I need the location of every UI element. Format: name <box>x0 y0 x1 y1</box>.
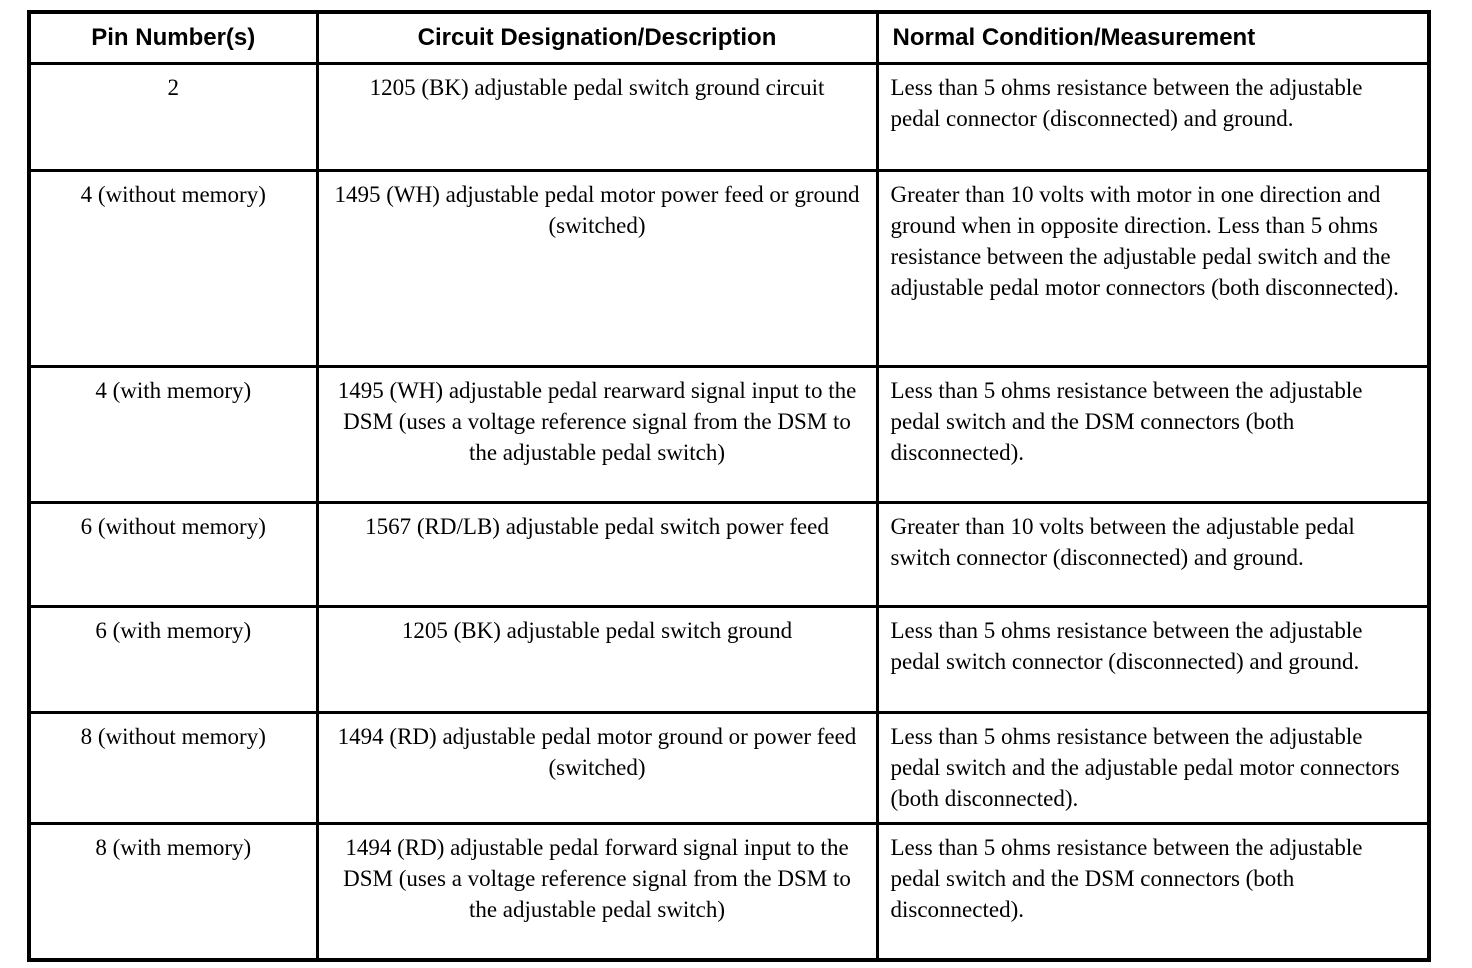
normal-condition-cell: Greater than 10 volts between the adjust… <box>875 501 1431 608</box>
column-header-normal-condition: Normal Condition/Measurement <box>875 10 1431 65</box>
circuit-description-cell: 1205 (BK) adjustable pedal switch ground… <box>315 62 879 172</box>
circuit-description-cell: 1494 (RD) adjustable pedal forward signa… <box>315 822 879 961</box>
table-row: 8 (with memory) 1494 (RD) adjustable peda… <box>27 822 1431 961</box>
circuit-description-cell: 1205 (BK) adjustable pedal switch ground <box>315 605 879 714</box>
column-header-circuit-designation: Circuit Designation/Description <box>315 10 879 65</box>
pin-number-cell: 6 (without memory) <box>27 501 319 608</box>
pin-number-cell: 8 (with memory) <box>27 822 319 961</box>
table-row: 2 1205 (BK) adjustable pedal switch groun… <box>27 62 1431 172</box>
normal-condition-cell: Greater than 10 volts with motor in one … <box>875 169 1431 368</box>
table-row: 8 (without memory) 1494 (RD) adjustable p… <box>27 711 1431 825</box>
normal-condition-cell: Less than 5 ohms resistance between the … <box>875 822 1431 961</box>
circuit-description-cell: 1495 (WH) adjustable pedal rearward sign… <box>315 365 879 504</box>
table-row: 4 (with memory) 1495 (WH) adjustable peda… <box>27 365 1431 504</box>
pin-number-cell: 8 (without memory) <box>27 711 319 825</box>
circuit-description-cell: 1495 (WH) adjustable pedal motor power f… <box>315 169 879 368</box>
normal-condition-cell: Less than 5 ohms resistance between the … <box>875 605 1431 714</box>
pin-number-cell: 2 <box>27 62 319 172</box>
column-header-pin-numbers: Pin Number(s) <box>27 10 319 65</box>
circuit-description-cell: 1494 (RD) adjustable pedal motor ground … <box>315 711 879 825</box>
pin-number-cell: 4 (with memory) <box>27 365 319 504</box>
pin-number-cell: 6 (with memory) <box>27 605 319 714</box>
table-header-row: Pin Number(s) Circuit Designation/Descri… <box>27 10 1431 65</box>
normal-condition-cell: Less than 5 ohms resistance between the … <box>875 365 1431 504</box>
table-row: 6 (with memory) 1205 (BK) adjustable peda… <box>27 605 1431 714</box>
table-row: 6 (without memory) 1567 (RD/LB) adjustabl… <box>27 501 1431 608</box>
normal-condition-cell: Less than 5 ohms resistance between the … <box>875 711 1431 825</box>
table-row: 4 (without memory) 1495 (WH) adjustable p… <box>27 169 1431 368</box>
pin-number-cell: 4 (without memory) <box>27 169 319 368</box>
normal-condition-cell: Less than 5 ohms resistance between the … <box>875 62 1431 172</box>
pin-circuit-table: Pin Number(s) Circuit Designation/Descri… <box>27 10 1431 962</box>
circuit-description-cell: 1567 (RD/LB) adjustable pedal switch pow… <box>315 501 879 608</box>
